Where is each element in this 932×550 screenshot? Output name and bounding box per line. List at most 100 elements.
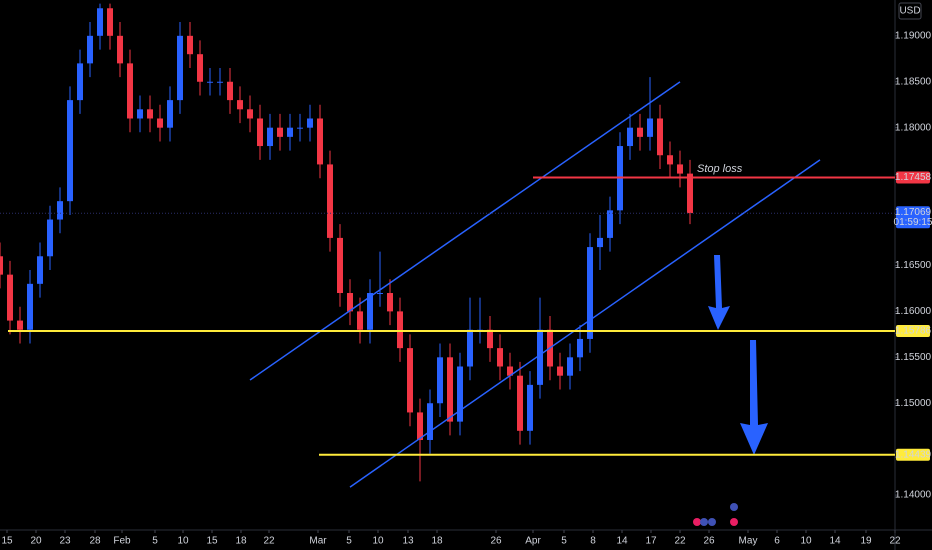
y-tick-label: 1.15500	[895, 352, 932, 363]
x-tick-label: 19	[860, 536, 872, 547]
x-tick-label: 18	[235, 536, 247, 547]
last-price-box	[896, 206, 930, 229]
x-tick-label: Feb	[113, 536, 131, 547]
candle-body	[67, 100, 73, 202]
countdown-label: 01:59:15	[894, 217, 932, 228]
candle-body	[587, 247, 593, 339]
event-icon[interactable]	[730, 518, 738, 526]
candle-body	[667, 155, 673, 165]
x-tick-label: 5	[346, 536, 352, 547]
x-tick-label: 26	[703, 536, 715, 547]
candle-body	[497, 348, 503, 367]
candle-body	[247, 109, 253, 119]
candle-body	[147, 109, 153, 119]
x-tick-label: 18	[431, 536, 443, 547]
candle-body	[447, 357, 453, 422]
x-tick-label: 13	[402, 536, 414, 547]
level-box	[896, 325, 930, 338]
y-tick-label: 1.19000	[895, 30, 932, 41]
candle-body	[117, 35, 123, 64]
x-tick-label: 10	[372, 536, 384, 547]
x-tick-label: 14	[829, 536, 841, 547]
event-icon[interactable]	[730, 503, 738, 511]
annotation: Stop loss	[697, 163, 743, 175]
candle-body	[227, 81, 233, 101]
candle-body	[57, 201, 63, 220]
candle-body	[457, 366, 463, 422]
level-label: 1.15786	[895, 326, 932, 337]
x-tick-label: 20	[30, 536, 42, 547]
candle-body	[347, 293, 353, 312]
x-tick-label: 23	[59, 536, 71, 547]
candle-body	[197, 54, 203, 82]
candle-body	[377, 293, 383, 295]
candle-body	[337, 237, 343, 294]
candle-body	[107, 8, 113, 36]
candle-body	[87, 35, 93, 64]
candle-body	[567, 357, 573, 376]
candle-body	[207, 81, 213, 83]
arrows	[708, 255, 768, 455]
event-icon[interactable]	[693, 518, 701, 526]
y-tick-label: 1.15000	[895, 398, 932, 409]
trendline	[349, 159, 821, 488]
y-tick-label: 1.16500	[895, 260, 932, 271]
candle-body	[517, 375, 523, 431]
x-tick-label: 15	[1, 536, 13, 547]
event-icons	[693, 503, 738, 526]
candle-body	[527, 384, 533, 431]
candle-body	[487, 329, 493, 349]
candle-body	[0, 256, 3, 275]
x-tick-label: Apr	[525, 536, 541, 547]
level-box	[896, 171, 930, 184]
candle-body	[427, 403, 433, 440]
candle-body	[577, 338, 583, 358]
x-tick-label: 5	[561, 536, 567, 547]
candle-body	[7, 274, 13, 321]
candle-body	[167, 100, 173, 128]
x-tick-label: 14	[616, 536, 628, 547]
candle-body	[647, 118, 653, 137]
candle-body	[157, 118, 163, 128]
event-icon[interactable]	[708, 518, 716, 526]
candle-body	[397, 311, 403, 349]
candle-body	[507, 366, 513, 376]
candle-body	[287, 127, 293, 137]
x-tick-label: 8	[590, 536, 596, 547]
x-tick-label: 15	[206, 536, 218, 547]
event-icon[interactable]	[700, 518, 708, 526]
candle-body	[187, 35, 193, 55]
candle-body	[657, 118, 663, 156]
candle-body	[237, 100, 243, 110]
candle-body	[47, 219, 53, 257]
candle-body	[127, 63, 133, 119]
x-tick-label: 22	[263, 536, 275, 547]
candle-body	[257, 118, 263, 147]
x-tick-label: May	[739, 536, 758, 547]
candle-body	[417, 412, 423, 440]
currency: USD	[899, 6, 920, 17]
arrow	[708, 255, 730, 330]
x-tick-label: Mar	[309, 536, 327, 547]
currency-box[interactable]	[898, 2, 922, 20]
candle-body	[17, 320, 23, 330]
candle-body	[27, 283, 33, 330]
candle-body	[387, 293, 393, 312]
level-label: 1.14439	[895, 449, 932, 460]
candle-body	[557, 366, 563, 376]
candle-body	[597, 237, 603, 248]
x-tick-label: 10	[800, 536, 812, 547]
candle-body	[177, 35, 183, 101]
last-price-label: 1.17069	[895, 207, 932, 218]
x-tick-label: 17	[645, 536, 657, 547]
candle-body	[297, 127, 303, 129]
candle-body	[367, 293, 373, 330]
candle-body	[267, 127, 273, 147]
x-tick-label: 5	[152, 536, 158, 547]
candle-body	[317, 118, 323, 165]
candle-body	[327, 164, 333, 238]
candle-body	[407, 348, 413, 413]
y-tick-label: 1.14000	[895, 490, 932, 501]
candle-body	[437, 357, 443, 404]
